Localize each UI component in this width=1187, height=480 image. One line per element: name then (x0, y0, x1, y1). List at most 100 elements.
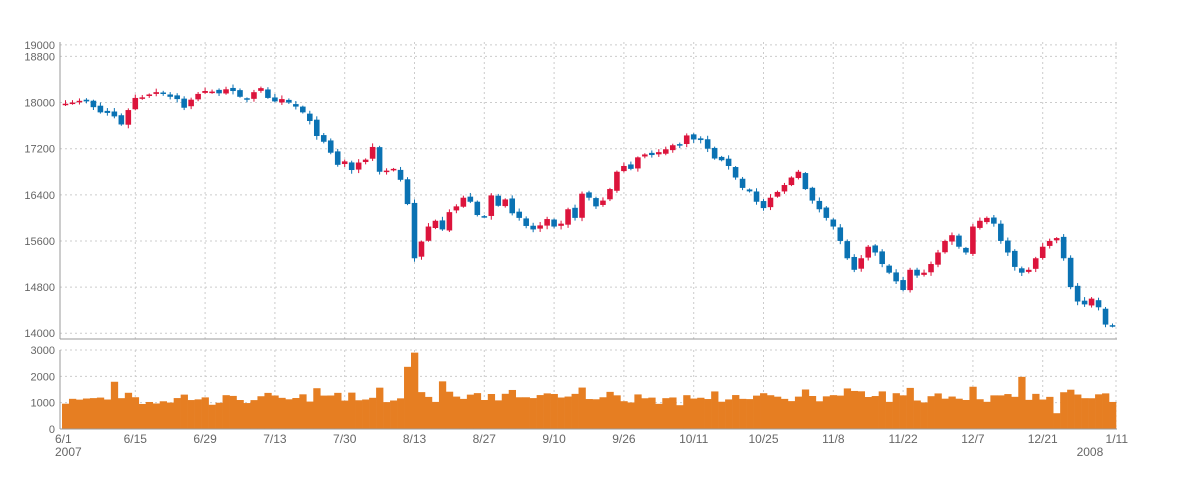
volume-bar (543, 393, 551, 429)
volume-bar (1046, 396, 1054, 429)
candle-body (279, 99, 285, 103)
volume-bar (285, 399, 293, 429)
candle-body (167, 94, 173, 97)
volume-bar (948, 396, 956, 429)
volume-tick-labels: 0 1000 2000 3000 (31, 345, 55, 436)
candle-body (942, 240, 948, 253)
volume-bar (648, 397, 656, 429)
volume-bar (424, 396, 433, 429)
volume-bar (75, 399, 84, 429)
candle-body (1053, 238, 1060, 241)
volume-bar (494, 400, 503, 429)
volume-bar (585, 399, 593, 429)
candle-body (781, 185, 788, 192)
volume-bar (501, 393, 510, 429)
candle-body (1067, 257, 1074, 288)
volume-bar (320, 395, 328, 429)
candle-body (1032, 258, 1039, 269)
volume-bar (732, 395, 740, 429)
x-tick-labels: 6/1 6/15 6/29 7/13 7/30 8/13 8/27 9/10 9/26 10/11… (55, 432, 1128, 459)
volume-bar (997, 395, 1005, 429)
candle-body (802, 173, 809, 190)
candle-body (90, 100, 97, 108)
volume-bar (487, 393, 496, 429)
candle-body (439, 220, 446, 230)
candle-body (355, 162, 362, 170)
volume-bar (571, 393, 579, 429)
volume-bar (82, 398, 91, 429)
volume-bar (983, 401, 991, 429)
volume-tick-label: 2000 (31, 371, 55, 383)
candle-body (1046, 240, 1053, 246)
x-tick-label: 12/21 (1028, 432, 1058, 446)
volume-bar (829, 395, 838, 429)
candle-body (914, 269, 920, 276)
candle-body (537, 225, 543, 229)
candle-body (928, 264, 934, 273)
volume-bar (299, 394, 307, 429)
candle-body (621, 165, 627, 172)
volume-bar (990, 395, 998, 429)
candle-body (697, 138, 704, 141)
candle-body (83, 99, 90, 102)
volume-bar (780, 398, 789, 429)
volume-bar (536, 395, 544, 429)
candle-body (544, 219, 550, 226)
candle-body (300, 106, 306, 113)
volume-bar (117, 398, 126, 429)
volume-bar (592, 399, 600, 429)
volume-bar (306, 401, 314, 429)
candle-body (956, 235, 962, 247)
candle-body (307, 113, 313, 122)
candle-body (767, 197, 774, 208)
x-tick-label: 11/22 (889, 432, 918, 446)
volume-bar (641, 398, 649, 429)
volume-bar (739, 398, 747, 429)
volume-bar (480, 399, 489, 429)
volume-tick-label: 1000 (31, 398, 55, 410)
volume-bar (969, 386, 977, 429)
volume-bar (313, 388, 321, 429)
candle-body (558, 223, 564, 226)
volume-bar (466, 394, 475, 429)
volume-bar (390, 400, 398, 429)
candle-body (348, 162, 355, 171)
x-tick-label: 10/11 (679, 432, 708, 446)
candle-body (418, 241, 425, 257)
x-tick-label: 6/1 (55, 432, 72, 446)
candle-body (453, 206, 460, 211)
volume-bar (683, 395, 691, 429)
volume-bar (1095, 394, 1103, 429)
candle-body (146, 94, 153, 96)
candle-body (313, 119, 320, 137)
volume-bar (180, 394, 188, 429)
volume-bar (522, 397, 530, 429)
volume-bar (292, 398, 300, 429)
candle-body (334, 151, 341, 165)
volume-bar (878, 391, 886, 429)
candle-body (1039, 246, 1046, 258)
volume-bar (711, 391, 719, 429)
candle-body (502, 199, 509, 207)
candle-body (1018, 268, 1025, 273)
candle-body (607, 189, 613, 200)
volume-bar (578, 387, 586, 429)
candle-body (97, 105, 104, 113)
candle-body (844, 241, 851, 259)
volume-bar (794, 396, 803, 429)
candle-body (495, 195, 502, 206)
candle-body (223, 89, 229, 94)
volume-bar (892, 393, 900, 429)
candle-body (886, 265, 892, 273)
candle-body (649, 152, 655, 156)
volume-bar (871, 396, 879, 429)
volume-bar (194, 399, 202, 429)
candle-body (76, 100, 83, 103)
volume-bar (1081, 398, 1089, 429)
candle-body (1102, 308, 1109, 325)
volume-bar (927, 396, 935, 429)
candle-body (390, 168, 397, 171)
candle-body (132, 97, 139, 110)
volume-bar (718, 401, 726, 429)
